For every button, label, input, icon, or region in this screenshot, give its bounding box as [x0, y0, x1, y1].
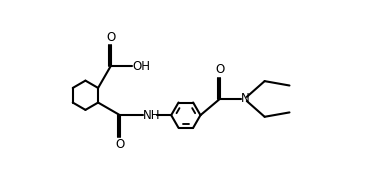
Text: O: O: [106, 31, 115, 44]
Text: O: O: [215, 63, 224, 76]
Text: O: O: [115, 138, 125, 151]
Text: N: N: [241, 93, 250, 106]
Text: OH: OH: [133, 60, 151, 73]
Text: NH: NH: [143, 109, 160, 122]
